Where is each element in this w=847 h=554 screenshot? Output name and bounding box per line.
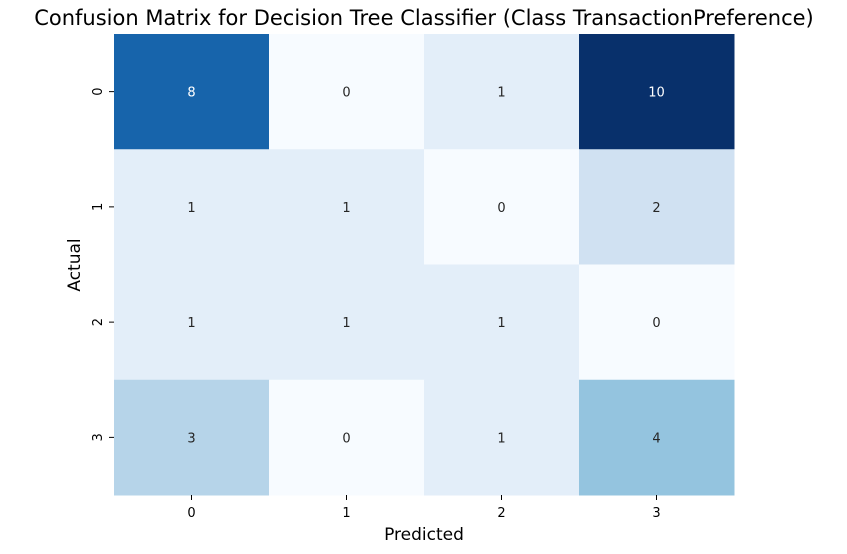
heatmap-cell-r2-c3 (579, 264, 735, 381)
heatmap-cell-r2-c2 (424, 264, 580, 381)
heatmap-cell-r1-c0 (114, 149, 270, 265)
cell-value-r0-c1: 0 (342, 86, 350, 101)
x-tick-label: 3 (652, 506, 660, 521)
y-tick-label: 0 (91, 87, 106, 95)
y-axis-ticks: 0 1 2 3 (91, 87, 114, 442)
cell-value-r1-c0: 1 (187, 201, 195, 216)
cell-value-r3-c3: 4 (652, 431, 660, 446)
cell-value-r1-c3: 2 (652, 201, 660, 216)
cell-value-r2-c3: 0 (652, 316, 660, 331)
heatmap-cells: 8 0 1 101 1 0 21 1 1 03 0 1 4 (114, 34, 735, 496)
cell-value-r0-c2: 1 (497, 86, 505, 101)
cell-value-r0-c0: 8 (187, 86, 195, 101)
x-axis-ticks: 0 1 2 3 (187, 495, 661, 521)
heatmap-cell-r0-c2 (424, 34, 580, 150)
heatmap-cell-r1-c3 (579, 149, 735, 265)
cell-value-r1-c1: 1 (342, 201, 350, 216)
cell-value-r2-c2: 1 (497, 316, 505, 331)
cell-value-r2-c0: 1 (187, 316, 195, 331)
heatmap-cell-r3-c2 (424, 379, 580, 496)
cell-value-r0-c3: 10 (648, 86, 665, 101)
x-tick-label: 2 (497, 506, 505, 521)
y-tick-label: 2 (91, 318, 106, 326)
chart-title: Confusion Matrix for Decision Tree Class… (34, 6, 814, 30)
y-tick-label: 1 (91, 203, 106, 211)
cell-value-r2-c1: 1 (342, 316, 350, 331)
heatmap-cell-r3-c0 (114, 379, 270, 496)
cell-value-r3-c1: 0 (342, 431, 350, 446)
cell-value-r3-c2: 1 (497, 431, 505, 446)
heatmap-cell-r2-c0 (114, 264, 270, 381)
heatmap-cell-r1-c1 (269, 149, 425, 265)
x-axis-label: Predicted (384, 525, 464, 545)
heatmap-cell-r3-c1 (269, 379, 425, 496)
y-tick-label: 3 (91, 433, 106, 441)
heatmap-cell-r3-c3 (579, 379, 735, 496)
heatmap-cell-r0-c0 (114, 34, 270, 150)
heatmap-cell-r1-c2 (424, 149, 580, 265)
cell-value-r3-c0: 3 (187, 431, 195, 446)
cell-value-r1-c2: 0 (497, 201, 505, 216)
heatmap-cell-r0-c3 (579, 34, 735, 150)
x-tick-label: 0 (187, 506, 195, 521)
x-tick-label: 1 (342, 506, 350, 521)
heatmap-cell-r2-c1 (269, 264, 425, 381)
y-axis-label: Actual (65, 238, 85, 291)
heatmap-cell-r0-c1 (269, 34, 425, 150)
